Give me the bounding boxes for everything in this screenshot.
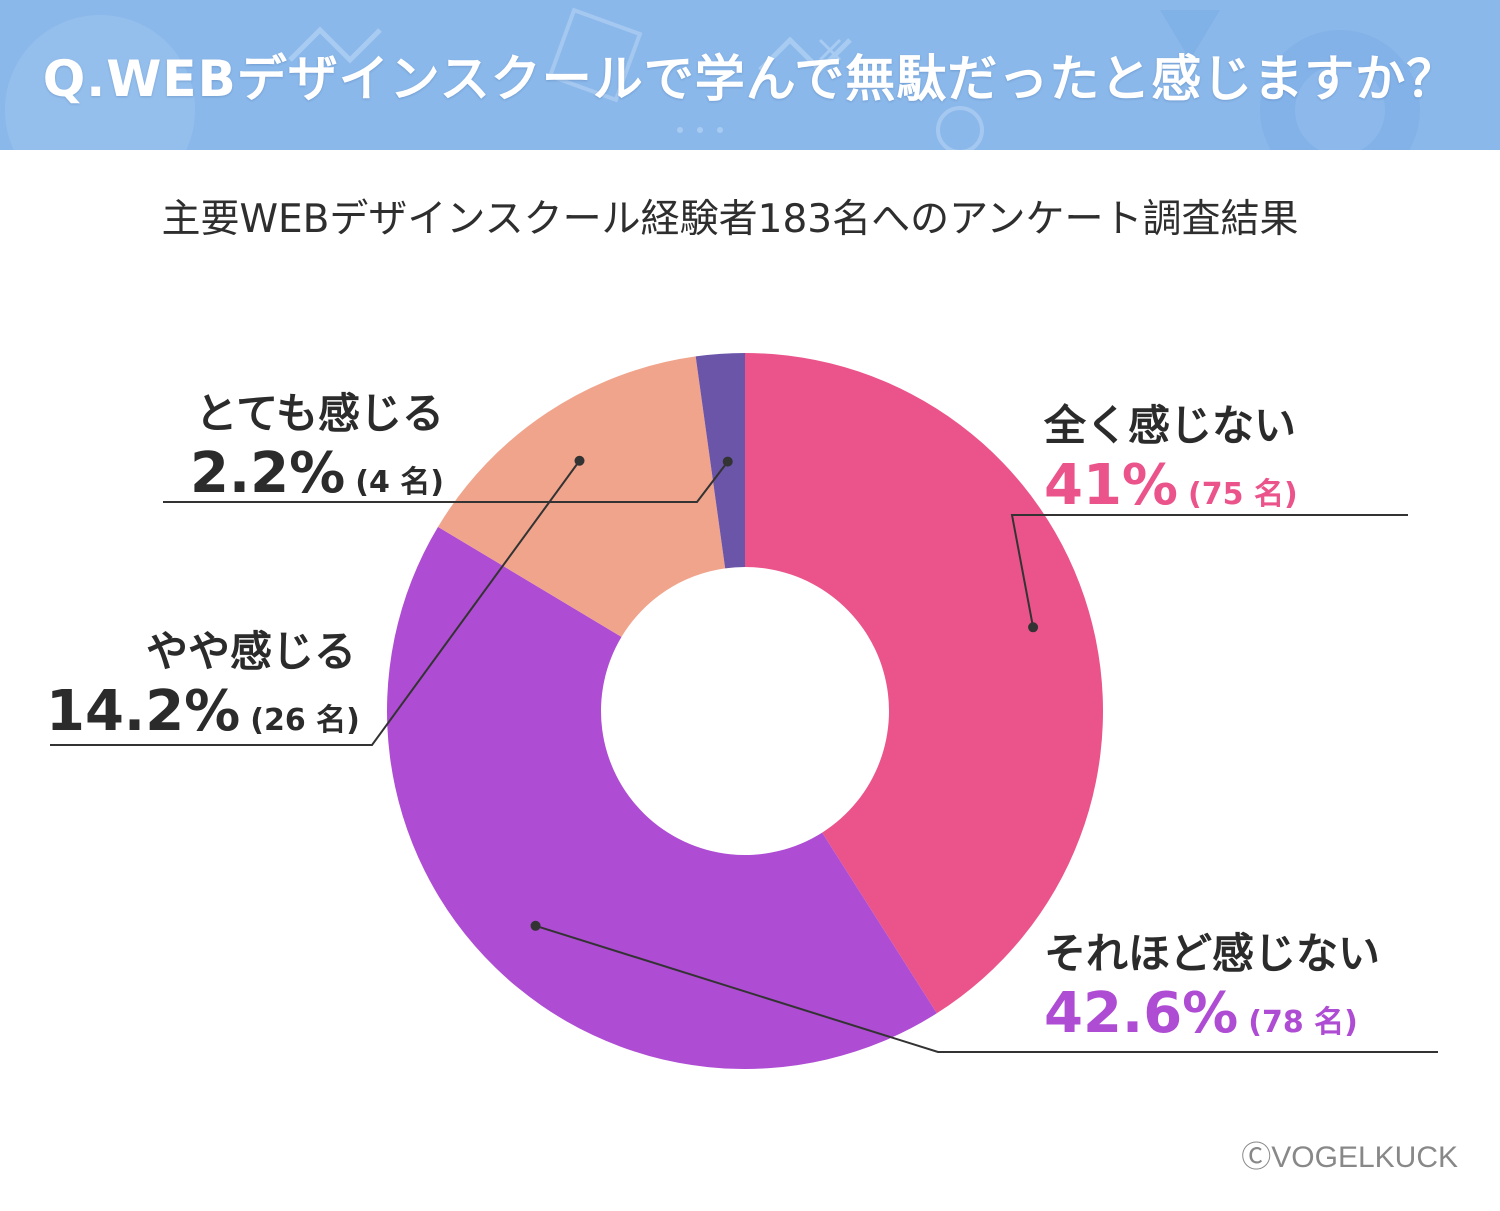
- slice-2-count: (26 名): [250, 703, 360, 738]
- leader-dot-2: [574, 455, 585, 466]
- slice-3-count: (4 名): [355, 465, 444, 500]
- slice-0-percent: 41%: [1044, 453, 1179, 518]
- donut-slice-1: [387, 526, 937, 1069]
- slice-3-percent: 2.2%: [189, 441, 346, 506]
- header-banner: Q.WEBデザインスクールで学んで無駄だったと感じますか？: [0, 0, 1500, 150]
- slice-1-percent: 42.6%: [1044, 981, 1239, 1046]
- label-slice-3: とても感じる 2.2% (4 名): [160, 380, 444, 506]
- label-slice-1: それほど感じない 42.6% (78 名): [1044, 920, 1380, 1046]
- chart-subtitle: 主要WEBデザインスクール経験者183名へのアンケート調査結果: [161, 197, 1299, 242]
- label-slice-2: やや感じる 14.2% (26 名): [46, 618, 360, 744]
- page-title: Q.WEBデザインスクールで学んで無駄だったと感じますか？: [42, 50, 1458, 108]
- donut-slice-3: [695, 353, 745, 569]
- leader-dot-3: [722, 456, 733, 467]
- slice-1-count: (78 名): [1248, 1005, 1358, 1040]
- leader-line-0: [1010, 514, 1408, 628]
- copyright-credit: ⒸVOGELKUCK: [1241, 1141, 1458, 1174]
- slice-3-name: とても感じる: [195, 389, 444, 438]
- donut-slice-2: [438, 356, 726, 637]
- slice-0-count: (75 名): [1188, 477, 1298, 512]
- slice-2-percent: 14.2%: [46, 679, 241, 744]
- slice-1-name: それほど感じない: [1044, 929, 1381, 978]
- slice-2-name: やや感じる: [145, 627, 356, 676]
- leader-dot-1: [530, 920, 541, 931]
- leader-line-1: [535, 924, 1438, 1053]
- leader-dot-0: [1028, 622, 1039, 633]
- slice-0-name: 全く感じない: [1044, 401, 1297, 450]
- header-decoration: [5, 7, 1420, 150]
- label-slice-0: 全く感じない 41% (75 名): [1044, 392, 1298, 518]
- leader-line-3: [163, 460, 729, 503]
- leader-line-2: [50, 460, 581, 746]
